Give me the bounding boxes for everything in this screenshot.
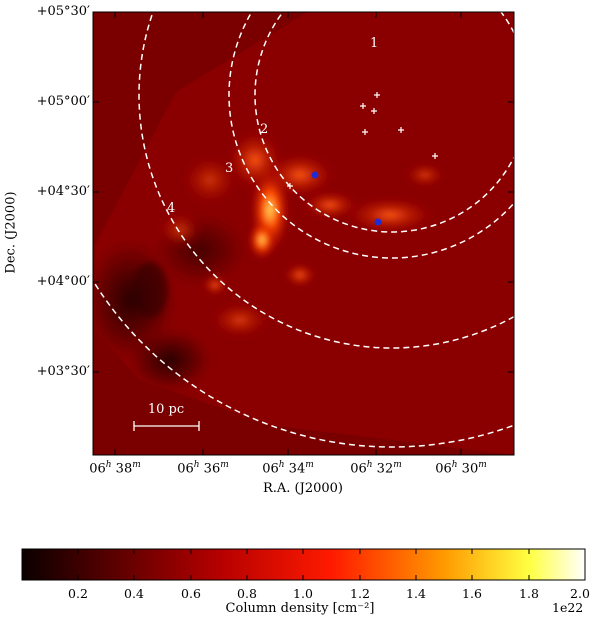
ring-label-1: 1 — [370, 36, 378, 51]
x-tick-label: 06h 30m — [435, 460, 487, 477]
ring-4-boundary — [93, 279, 514, 448]
axis-ticks — [93, 11, 514, 455]
x-tick-label: 06h 32m — [350, 460, 402, 477]
x-tick-label: 06h 38m — [89, 460, 141, 477]
colorbar-tick-label: 1.0 — [293, 586, 313, 601]
colorbar-label: Column density [cm⁻²] — [225, 601, 375, 616]
colorbar-tick-label: 0.6 — [181, 586, 201, 601]
ring-1-boundary — [254, 12, 514, 233]
colorbar-tick-label: 0.4 — [124, 586, 144, 601]
x-axis-label: R.A. (J2000) — [262, 481, 343, 496]
ring-2-boundary — [228, 12, 514, 259]
y-tick-label: +04°30′ — [36, 184, 90, 199]
ring-label-2: 2 — [260, 122, 268, 137]
colorbar-multiplier: 1e22 — [552, 600, 584, 615]
ring-label-3: 3 — [225, 161, 233, 176]
plot-frame — [92, 11, 515, 456]
colorbar-tick-label: 0.8 — [237, 586, 257, 601]
scale-bar — [133, 421, 200, 431]
colorbar-tick-label: 1.8 — [519, 586, 539, 601]
y-tick-label: +05°00′ — [36, 94, 90, 109]
colorbar — [21, 548, 586, 581]
colorbar-tick-label: 1.4 — [406, 586, 426, 601]
annulus-rings — [93, 12, 514, 448]
ring-label-4: 4 — [167, 201, 175, 216]
x-tick-label: 06h 34m — [262, 460, 314, 477]
blue-marker — [311, 171, 319, 179]
colorbar-tick-label: 0.2 — [68, 586, 88, 601]
colorbar-ticks — [77, 549, 586, 580]
colorbar-tick-label: 1.6 — [462, 586, 482, 601]
blue-marker — [374, 218, 382, 226]
colorbar-tick-label: 1.2 — [350, 586, 370, 601]
y-tick-label: +05°30′ — [36, 4, 90, 19]
y-tick-label: +04°00′ — [36, 274, 90, 289]
ring-3-boundary — [138, 12, 514, 349]
cross-markers — [287, 92, 438, 189]
y-tick-label: +03°30′ — [36, 364, 90, 379]
y-axis-label: Dec. (J2000) — [3, 191, 19, 274]
x-tick-label: 06h 36m — [177, 460, 229, 477]
scale-bar-label: 10 pc — [148, 402, 184, 417]
colorbar-tick-label: 2.0 — [570, 586, 590, 601]
